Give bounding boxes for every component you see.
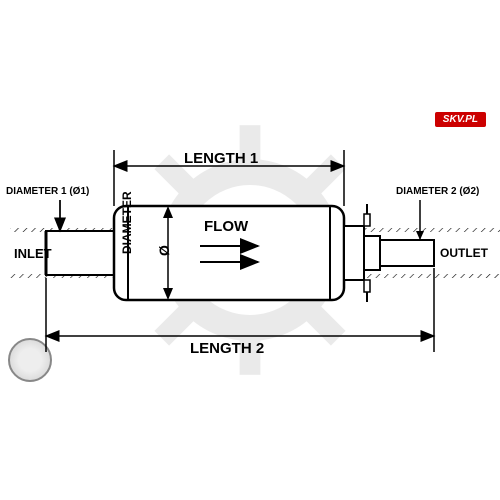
outlet-label: OUTLET [440, 246, 488, 260]
diameter-label: DIAMETER [120, 191, 134, 254]
outlet-tube [380, 240, 434, 266]
pump-diagram [0, 0, 500, 500]
inlet-tube [46, 231, 116, 275]
inlet-label: INLET [14, 246, 52, 261]
outlet-stage2 [364, 236, 380, 270]
length1-label: LENGTH 1 [184, 150, 258, 167]
diameter2-label: DIAMETER 2 (Ø2) [396, 186, 479, 197]
flow-label: FLOW [204, 218, 248, 235]
diameter-symbol: Ø [156, 245, 172, 256]
length2-label: LENGTH 2 [190, 340, 264, 357]
diameter1-label: DIAMETER 1 (Ø1) [6, 186, 89, 197]
outlet-stage1 [344, 226, 364, 280]
